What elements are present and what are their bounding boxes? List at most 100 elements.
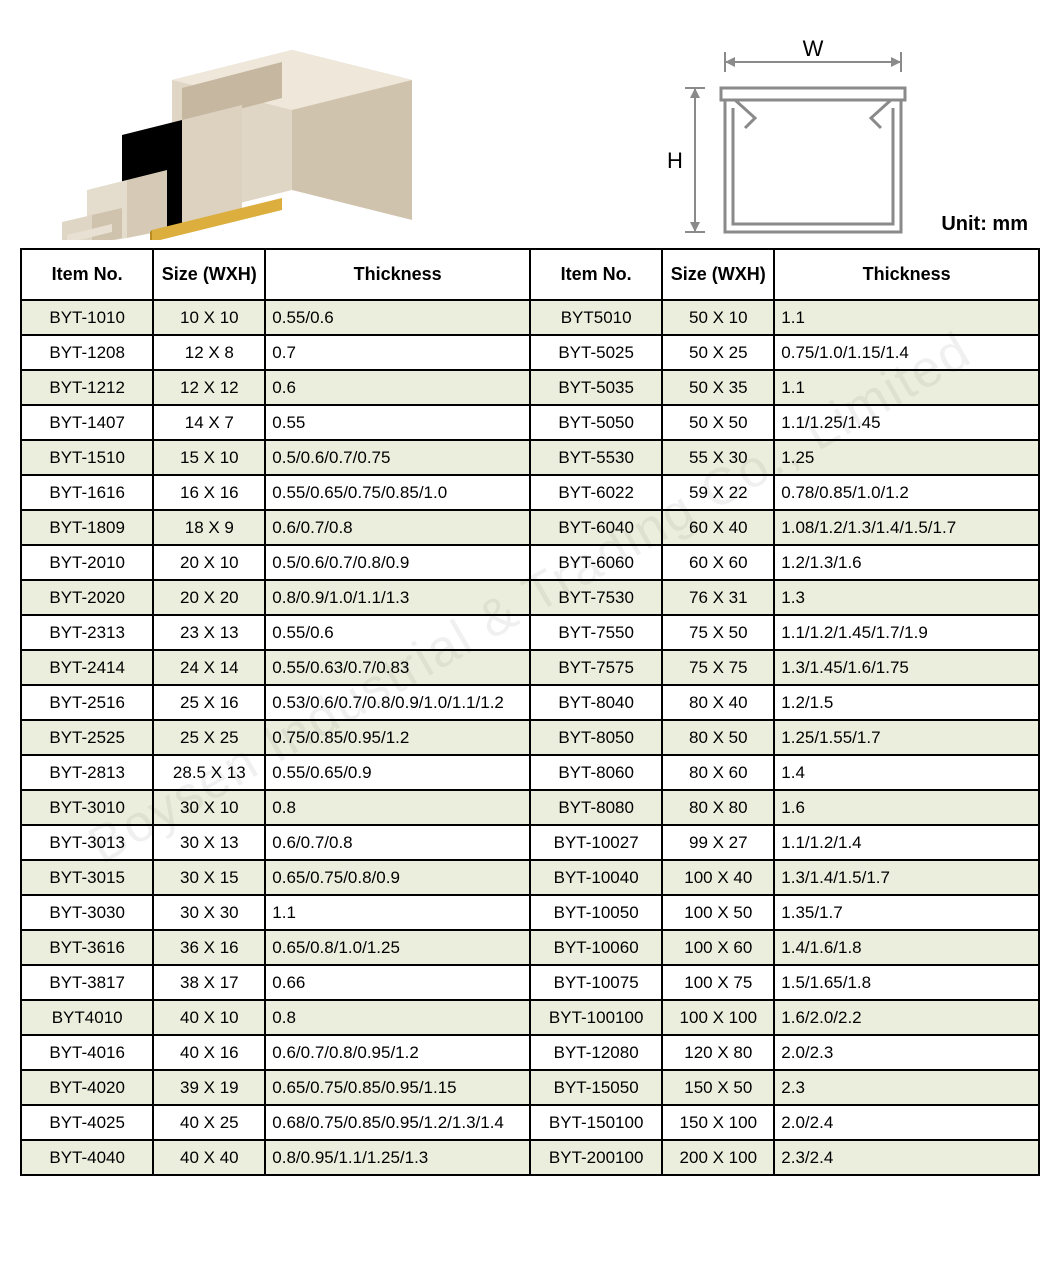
cell: BYT5010 (530, 300, 662, 335)
table-row: BYT-401640 X 160.6/0.7/0.8/0.95/1.2BYT-1… (21, 1035, 1039, 1070)
header-area: W H Uni (20, 20, 1040, 240)
cell: BYT-3010 (21, 790, 153, 825)
cell: 150 X 50 (662, 1070, 774, 1105)
cell: BYT-3616 (21, 930, 153, 965)
cell: 0.55 (265, 405, 530, 440)
cell: 1.3/1.4/1.5/1.7 (774, 860, 1039, 895)
cell: BYT-7530 (530, 580, 662, 615)
cell: 30 X 10 (153, 790, 265, 825)
cell: 1.2/1.3/1.6 (774, 545, 1039, 580)
cell: 1.25/1.55/1.7 (774, 720, 1039, 755)
cell: 0.68/0.75/0.85/0.95/1.2/1.3/1.4 (265, 1105, 530, 1140)
cell: 2.3/2.4 (774, 1140, 1039, 1175)
cell: BYT-2516 (21, 685, 153, 720)
table-row: BYT-241424 X 140.55/0.63/0.7/0.83BYT-757… (21, 650, 1039, 685)
cell: BYT-2313 (21, 615, 153, 650)
cell: 0.5/0.6/0.7/0.8/0.9 (265, 545, 530, 580)
cell: BYT-2414 (21, 650, 153, 685)
cell: 50 X 10 (662, 300, 774, 335)
cell: 1.6 (774, 790, 1039, 825)
cell: 1.1 (265, 895, 530, 930)
diagram-and-unit: W H Uni (663, 40, 1028, 240)
cell: 0.5/0.6/0.7/0.75 (265, 440, 530, 475)
unit-label: Unit: mm (941, 213, 1028, 240)
cell: BYT-10075 (530, 965, 662, 1000)
cell: BYT-1208 (21, 335, 153, 370)
cell: 40 X 10 (153, 1000, 265, 1035)
cell: 14 X 7 (153, 405, 265, 440)
cell: 60 X 60 (662, 545, 774, 580)
cell: BYT-2020 (21, 580, 153, 615)
cell: 1.1/1.2/1.4 (774, 825, 1039, 860)
cell: 1.1 (774, 300, 1039, 335)
cell: BYT-7550 (530, 615, 662, 650)
cell: 2.3 (774, 1070, 1039, 1105)
cell: BYT-10040 (530, 860, 662, 895)
cell: 76 X 31 (662, 580, 774, 615)
cell: BYT-2010 (21, 545, 153, 580)
cell: 1.35/1.7 (774, 895, 1039, 930)
cell: 0.55/0.65/0.9 (265, 755, 530, 790)
table-row: BYT-303030 X 301.1BYT-10050100 X 501.35/… (21, 895, 1039, 930)
cell: 0.65/0.8/1.0/1.25 (265, 930, 530, 965)
cell: 55 X 30 (662, 440, 774, 475)
cell: 1.1 (774, 370, 1039, 405)
cell: 40 X 25 (153, 1105, 265, 1140)
cell: 25 X 16 (153, 685, 265, 720)
col-thick-2: Thickness (774, 249, 1039, 300)
cell: BYT-1616 (21, 475, 153, 510)
cell: 25 X 25 (153, 720, 265, 755)
col-item-1: Item No. (21, 249, 153, 300)
cell: 150 X 100 (662, 1105, 774, 1140)
cell: BYT-200100 (530, 1140, 662, 1175)
table-row: BYT-180918 X 90.6/0.7/0.8BYT-604060 X 40… (21, 510, 1039, 545)
cell: BYT-1010 (21, 300, 153, 335)
cell: BYT-2525 (21, 720, 153, 755)
cell: BYT-5050 (530, 405, 662, 440)
cell: 0.65/0.75/0.85/0.95/1.15 (265, 1070, 530, 1105)
cell: 40 X 16 (153, 1035, 265, 1070)
cell: BYT-4016 (21, 1035, 153, 1070)
cell: 0.7 (265, 335, 530, 370)
cell: BYT-5025 (530, 335, 662, 370)
cell: BYT-5530 (530, 440, 662, 475)
h-label: H (667, 148, 683, 173)
cell: BYT-1510 (21, 440, 153, 475)
cell: 30 X 13 (153, 825, 265, 860)
cell: 38 X 17 (153, 965, 265, 1000)
cell: BYT-3030 (21, 895, 153, 930)
cell: 0.55/0.6 (265, 300, 530, 335)
col-size-1: Size (WXH) (153, 249, 265, 300)
cell: BYT-8060 (530, 755, 662, 790)
cell: 75 X 50 (662, 615, 774, 650)
table-row: BYT-361636 X 160.65/0.8/1.0/1.25BYT-1006… (21, 930, 1039, 965)
cell: 0.55/0.6 (265, 615, 530, 650)
cell: 0.53/0.6/0.7/0.8/0.9/1.0/1.1/1.2 (265, 685, 530, 720)
w-label: W (803, 40, 824, 61)
table-row: BYT-101010 X 100.55/0.6BYT501050 X 101.1 (21, 300, 1039, 335)
cell: 23 X 13 (153, 615, 265, 650)
cell: 50 X 50 (662, 405, 774, 440)
cell: 1.4 (774, 755, 1039, 790)
cell: 0.6/0.7/0.8 (265, 510, 530, 545)
cell: BYT-6060 (530, 545, 662, 580)
cell: 36 X 16 (153, 930, 265, 965)
col-size-2: Size (WXH) (662, 249, 774, 300)
table-row: BYT-381738 X 170.66BYT-10075100 X 751.5/… (21, 965, 1039, 1000)
table-row: BYT401040 X 100.8BYT-100100100 X 1001.6/… (21, 1000, 1039, 1035)
cell: 39 X 19 (153, 1070, 265, 1105)
cell: BYT-5035 (530, 370, 662, 405)
cell: 1.5/1.65/1.8 (774, 965, 1039, 1000)
table-row: BYT-201020 X 100.5/0.6/0.7/0.8/0.9BYT-60… (21, 545, 1039, 580)
table-row: BYT-121212 X 120.6BYT-503550 X 351.1 (21, 370, 1039, 405)
cell: 1.4/1.6/1.8 (774, 930, 1039, 965)
cell: BYT-6040 (530, 510, 662, 545)
cell: 80 X 80 (662, 790, 774, 825)
cell: BYT-8050 (530, 720, 662, 755)
cell: 80 X 40 (662, 685, 774, 720)
cell: 1.25 (774, 440, 1039, 475)
cell: 100 X 60 (662, 930, 774, 965)
cell: 120 X 80 (662, 1035, 774, 1070)
cell: 200 X 100 (662, 1140, 774, 1175)
cell: 50 X 35 (662, 370, 774, 405)
